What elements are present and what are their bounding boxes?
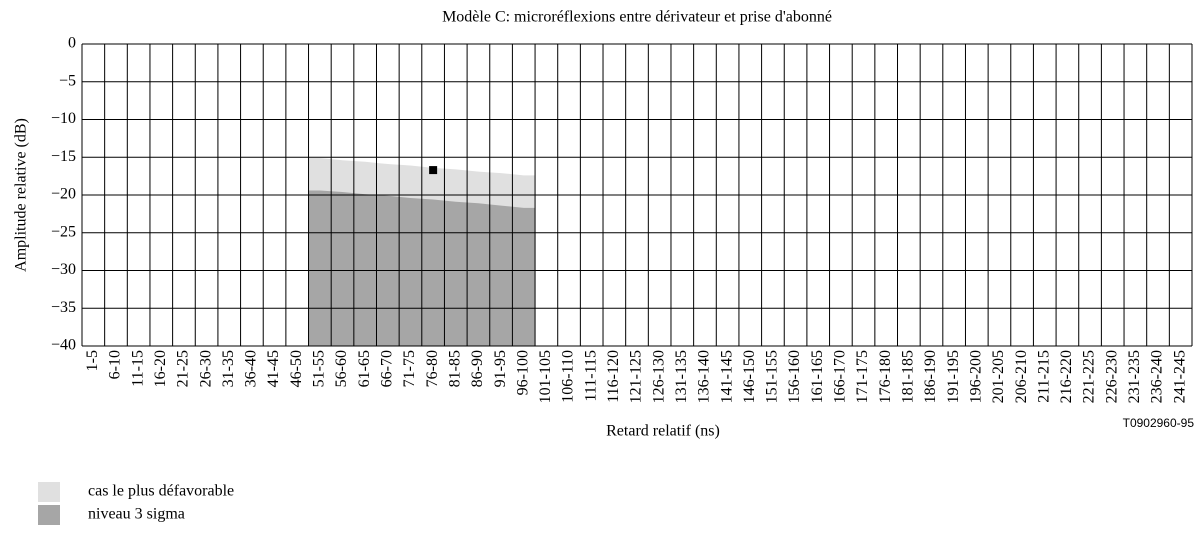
x-tick-label: 26-30 <box>197 350 214 387</box>
x-tick-label: 31-35 <box>220 350 237 387</box>
x-tick-label: 16-20 <box>152 350 169 387</box>
figure-id: T0902960-95 <box>1123 416 1195 430</box>
y-axis-label: Amplitude relative (dB) <box>13 118 30 272</box>
y-tick-label: 0 <box>68 35 76 52</box>
legend-swatch <box>38 505 60 525</box>
x-tick-label: 11-15 <box>129 350 146 387</box>
x-tick-label: 201-205 <box>990 350 1007 403</box>
x-tick-label: 91-95 <box>492 350 509 387</box>
x-tick-label: 211-215 <box>1035 350 1052 403</box>
x-tick-label: 36-40 <box>243 350 260 387</box>
x-tick-label: 121-125 <box>628 350 645 403</box>
legend-label: cas le plus défavorable <box>88 483 234 500</box>
x-tick-label: 146-150 <box>741 350 758 403</box>
y-tick-label: −30 <box>51 261 76 278</box>
x-axis-label: Retard relatif (ns) <box>606 423 720 440</box>
x-tick-label: 141-145 <box>718 350 735 403</box>
x-tick-label: 101-105 <box>537 350 554 403</box>
y-tick-label: −20 <box>51 186 76 203</box>
x-tick-label: 51-55 <box>311 350 328 387</box>
x-tick-label: 241-245 <box>1171 350 1188 403</box>
x-tick-label: 1-5 <box>84 350 101 371</box>
x-tick-label: 131-135 <box>673 350 690 403</box>
y-tick-label: −40 <box>51 337 76 354</box>
x-tick-label: 221-225 <box>1081 350 1098 403</box>
x-tick-label: 116-120 <box>605 350 622 403</box>
x-tick-label: 191-195 <box>945 350 962 403</box>
x-tick-label: 236-240 <box>1149 350 1166 403</box>
x-tick-label: 6-10 <box>107 350 124 379</box>
x-tick-label: 161-165 <box>809 350 826 403</box>
x-tick-label: 216-220 <box>1058 350 1075 403</box>
legend-swatch <box>38 482 60 502</box>
x-tick-label: 71-75 <box>401 350 418 387</box>
y-tick-label: −15 <box>51 148 76 165</box>
x-tick-label: 86-90 <box>469 350 486 387</box>
x-tick-label: 156-160 <box>786 350 803 403</box>
x-tick-label: 21-25 <box>175 350 192 387</box>
point <box>429 166 438 175</box>
x-tick-label: 61-65 <box>356 350 373 387</box>
x-tick-label: 46-50 <box>288 350 305 387</box>
x-tick-label: 226-230 <box>1103 350 1120 403</box>
x-tick-label: 166-170 <box>832 350 849 403</box>
x-tick-label: 81-85 <box>446 350 463 387</box>
x-tick-label: 56-60 <box>333 350 350 387</box>
x-tick-label: 206-210 <box>1013 350 1030 403</box>
y-tick-label: −10 <box>51 110 76 127</box>
x-tick-label: 41-45 <box>265 350 282 387</box>
x-tick-label: 136-140 <box>696 350 713 403</box>
x-tick-label: 126-130 <box>650 350 667 403</box>
y-tick-label: −35 <box>51 299 76 316</box>
x-tick-label: 76-80 <box>424 350 441 387</box>
x-tick-label: 106-110 <box>560 350 577 403</box>
x-tick-label: 181-185 <box>900 350 917 403</box>
x-tick-label: 111-115 <box>582 350 599 402</box>
x-tick-label: 176-180 <box>877 350 894 403</box>
chart-title: Modèle C: microréflexions entre dérivate… <box>442 9 832 26</box>
legend-label: niveau 3 sigma <box>88 506 185 523</box>
x-tick-label: 231-235 <box>1126 350 1143 403</box>
y-tick-label: −25 <box>51 223 76 240</box>
x-tick-label: 96-100 <box>514 350 531 395</box>
x-tick-label: 66-70 <box>378 350 395 387</box>
x-tick-label: 171-175 <box>854 350 871 403</box>
y-tick-label: −5 <box>59 72 76 89</box>
x-tick-label: 151-155 <box>764 350 781 403</box>
x-tick-label: 196-200 <box>967 350 984 403</box>
x-tick-label: 186-190 <box>922 350 939 403</box>
